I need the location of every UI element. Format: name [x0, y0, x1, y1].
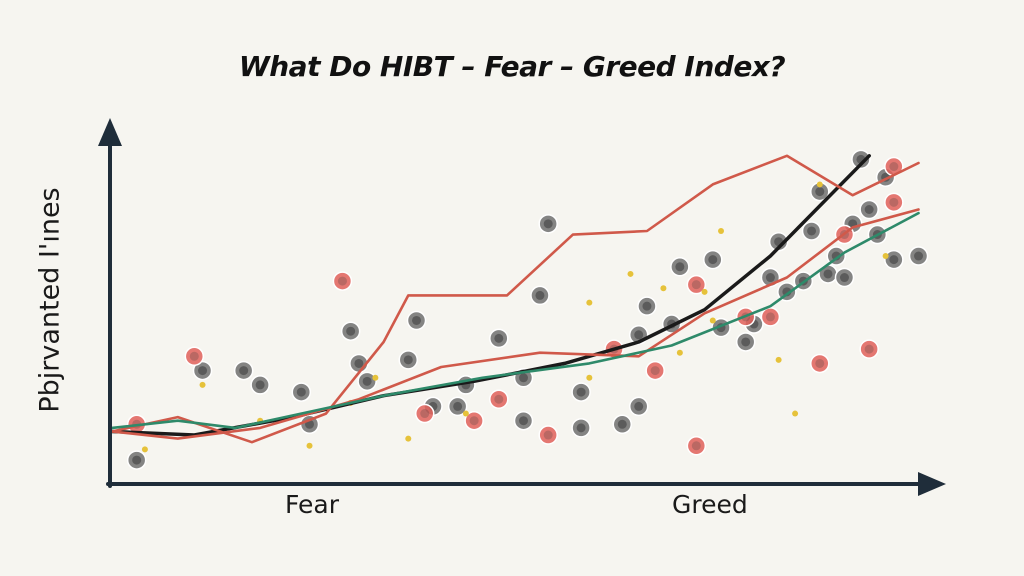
scatter-point-dot_yellow-1 [199, 381, 206, 388]
axis-layer [98, 118, 946, 496]
scatter-point-dot_gray-20 [571, 418, 591, 438]
scatter-point-dot_yellow-16 [775, 356, 782, 363]
scatter-point-dot_yellow-17 [792, 410, 799, 417]
scatter-point-dot_gray-1 [192, 360, 213, 381]
scatter-point-dot_gray-45 [884, 249, 904, 270]
scatter-point-dot_yellow-11 [660, 285, 667, 292]
series-layer [110, 154, 920, 444]
scatter-point-dot_red-16 [884, 156, 904, 177]
scatter-point-dot_gray-17 [530, 285, 550, 306]
scatter-point-dot_red-4 [464, 410, 484, 431]
scatter-point-dot_yellow-13 [701, 288, 708, 295]
series-line-3-green [110, 211, 920, 430]
scatter-point-dot_red-6 [538, 425, 558, 445]
chart-title: What Do HIBT – Fear – Greed Index? [238, 50, 786, 83]
scatter-point-dot_gray-0 [126, 450, 147, 470]
scatter-point-dot_yellow-0 [141, 446, 148, 453]
scatter-point-dot_red-8 [645, 360, 665, 381]
scatter-point-dot_yellow-6 [405, 435, 412, 442]
scatter-point-dot_gray-36 [810, 181, 830, 202]
scatter-point-dot_gray-9 [398, 350, 419, 370]
scatter-point-dot_gray-2 [233, 360, 254, 381]
scatter-point-dot_gray-21 [612, 414, 633, 435]
scatter-point-dot_yellow-8 [586, 374, 593, 381]
scatter-point-dot_gray-10 [406, 310, 427, 331]
scatter-point-dot_gray-8 [357, 371, 377, 392]
scatter-point-dot_red-12 [760, 307, 781, 327]
scatter-point-dot_red-3 [414, 403, 435, 424]
scatter-point-dot_gray-19 [571, 382, 591, 402]
scatter-point-dot_red-1 [184, 346, 205, 367]
scatter-point-dot_gray-3 [250, 375, 270, 395]
scatter-point-dot_red-9 [686, 274, 707, 295]
scatter-point-dot_yellow-14 [709, 317, 716, 324]
scatter-point-dot_gray-35 [801, 221, 822, 241]
x-tick-label-greed: Greed [672, 490, 748, 519]
scatter-point-dot_gray-18 [538, 214, 558, 234]
scatter-point-dot_gray-24 [637, 296, 657, 316]
scatter-point-dot_gray-39 [834, 267, 855, 288]
scatter-point-dot_yellow-15 [718, 227, 725, 234]
scatter-point-dot_gray-14 [489, 328, 509, 349]
scatter-point-dot_gray-5 [299, 414, 320, 435]
series-line-1-red [110, 154, 920, 444]
scatter-point-dot_gray-6 [340, 321, 361, 341]
scatter-point-dot_red-17 [884, 192, 904, 213]
scatter-point-dot_gray-4 [291, 382, 312, 402]
scatter-point-dot_yellow-7 [462, 410, 469, 417]
scatter-point-dot_yellow-18 [816, 181, 823, 188]
x-axis-arrow-icon [918, 472, 946, 496]
scatter-point-dot_gray-46 [908, 246, 929, 266]
scatter-point-dot_red-10 [686, 436, 707, 456]
scatter-layer [126, 149, 929, 470]
scatter-point-dot_yellow-3 [306, 442, 313, 449]
scatter-point-dot_yellow-12 [676, 349, 683, 356]
scatter-point-dot_gray-22 [628, 396, 649, 417]
scatter-point-dot_red-2 [332, 271, 353, 291]
scatter-point-dot_gray-29 [735, 332, 756, 352]
x-tick-label-fear: Fear [285, 490, 339, 519]
scatter-point-dot_yellow-19 [882, 253, 889, 260]
scatter-point-dot_yellow-9 [586, 299, 593, 306]
scatter-point-dot_gray-42 [859, 199, 879, 220]
y-axis-arrow-icon [98, 118, 122, 146]
series-line-2-red [110, 208, 920, 440]
scatter-point-dot_yellow-5 [372, 374, 379, 381]
scatter-point-dot_gray-16 [513, 410, 534, 431]
scatter-point-dot_yellow-10 [627, 270, 634, 277]
scatter-point-dot_gray-12 [447, 396, 468, 417]
scatter-point-dot_gray-26 [670, 257, 690, 277]
scatter-point-dot_red-13 [810, 353, 830, 374]
scatter-point-dot_red-5 [489, 389, 509, 409]
scatter-point-dot_red-15 [859, 339, 879, 359]
scatter-point-dot_gray-27 [703, 249, 723, 270]
